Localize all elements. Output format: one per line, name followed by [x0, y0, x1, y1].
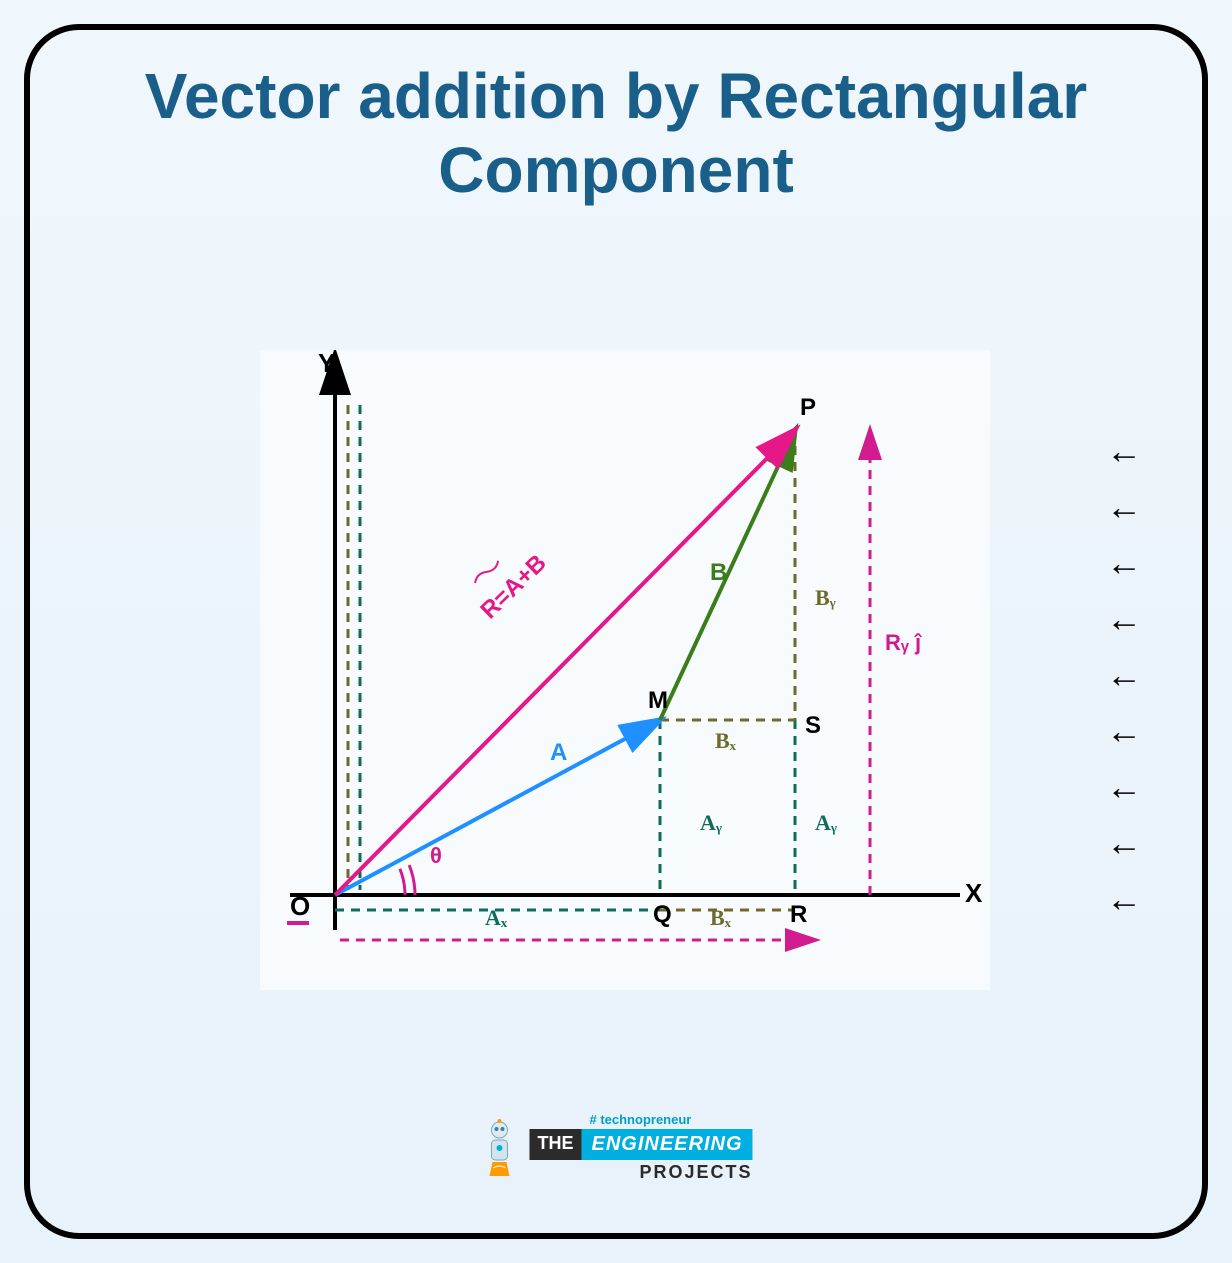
svg-text:Y: Y: [318, 350, 335, 378]
svg-text:M: M: [648, 687, 668, 714]
svg-text:A: A: [550, 739, 567, 766]
svg-text:Bₓ: Bₓ: [715, 728, 737, 753]
page-title: Vector addition by Rectangular Component: [30, 30, 1202, 217]
svg-text:Q: Q: [653, 901, 672, 928]
logo-the: THE: [529, 1129, 581, 1160]
logo-projects: PROJECTS: [529, 1162, 752, 1183]
svg-text:Bₓ: Bₓ: [710, 905, 732, 930]
robot-icon: [479, 1118, 519, 1178]
svg-text:Aᵧ: Aᵧ: [700, 810, 722, 835]
pointer-arrows: ← ← ← ← ← ← ← ← ←: [1106, 430, 1142, 920]
pointer-arrow: ←: [1106, 654, 1142, 696]
footer-logo: # technopreneur THE ENGINEERING PROJECTS: [479, 1112, 752, 1183]
svg-text:B: B: [710, 559, 727, 586]
pointer-arrow: ←: [1106, 766, 1142, 808]
pointer-arrow: ←: [1106, 430, 1142, 472]
svg-text:O: O: [290, 891, 310, 921]
svg-text:Bᵧ: Bᵧ: [815, 585, 836, 610]
pointer-arrow: ←: [1106, 878, 1142, 920]
svg-text:X: X: [965, 878, 983, 908]
svg-text:Aₓ: Aₓ: [485, 905, 508, 930]
svg-text:θ: θ: [430, 843, 442, 868]
svg-text:Aᵧ: Aᵧ: [815, 810, 837, 835]
vector-diagram: XYOAᵧAᵧBₓBᵧAₓBₓRᵧ ĵABR=A+BMPQRSθ: [260, 350, 990, 1010]
pointer-arrow: ←: [1106, 542, 1142, 584]
svg-text:P: P: [800, 394, 816, 421]
svg-text:Rᵧ ĵ: Rᵧ ĵ: [885, 630, 922, 655]
pointer-arrow: ←: [1106, 822, 1142, 864]
logo-engineering: ENGINEERING: [581, 1129, 752, 1160]
hashtag: # technopreneur: [589, 1112, 691, 1127]
svg-text:S: S: [805, 712, 821, 739]
svg-text:R: R: [790, 901, 807, 928]
pointer-arrow: ←: [1106, 598, 1142, 640]
pointer-arrow: ←: [1106, 710, 1142, 752]
pointer-arrow: ←: [1106, 486, 1142, 528]
